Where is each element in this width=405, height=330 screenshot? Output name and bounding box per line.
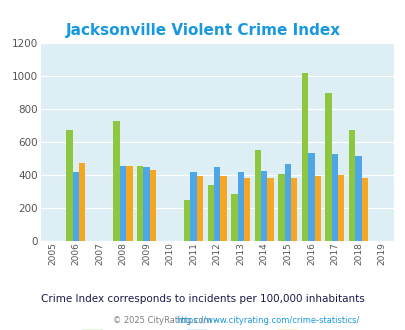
Bar [213, 168, 220, 241]
Bar [184, 200, 190, 241]
Bar [284, 164, 290, 241]
Bar [113, 121, 119, 241]
Bar [254, 150, 260, 241]
Bar [79, 163, 85, 241]
Bar [237, 172, 243, 241]
Bar [331, 154, 337, 241]
Bar [267, 178, 273, 241]
Bar [119, 166, 126, 241]
Bar [290, 178, 296, 241]
Bar [337, 175, 343, 241]
Bar [307, 152, 314, 241]
Bar [325, 93, 331, 241]
Bar [207, 185, 213, 241]
Bar [190, 172, 196, 241]
Text: Jacksonville Violent Crime Index: Jacksonville Violent Crime Index [65, 23, 340, 38]
Bar [143, 168, 149, 241]
Text: https://www.cityrating.com/crime-statistics/: https://www.cityrating.com/crime-statist… [175, 316, 358, 325]
Bar [72, 172, 79, 241]
Text: © 2025 CityRating.com -: © 2025 CityRating.com - [113, 316, 220, 325]
Bar [149, 170, 156, 241]
Bar [196, 176, 202, 241]
Bar [348, 129, 354, 241]
Bar [354, 156, 361, 241]
Bar [314, 176, 320, 241]
Bar [137, 166, 143, 241]
Text: Crime Index corresponds to incidents per 100,000 inhabitants: Crime Index corresponds to incidents per… [41, 294, 364, 304]
Bar [66, 130, 72, 241]
Bar [361, 178, 367, 241]
Bar [260, 171, 267, 241]
Bar [220, 176, 226, 241]
Bar [231, 194, 237, 241]
Bar [126, 166, 132, 241]
Bar [243, 178, 249, 241]
Bar [278, 174, 284, 241]
Bar [301, 74, 307, 241]
